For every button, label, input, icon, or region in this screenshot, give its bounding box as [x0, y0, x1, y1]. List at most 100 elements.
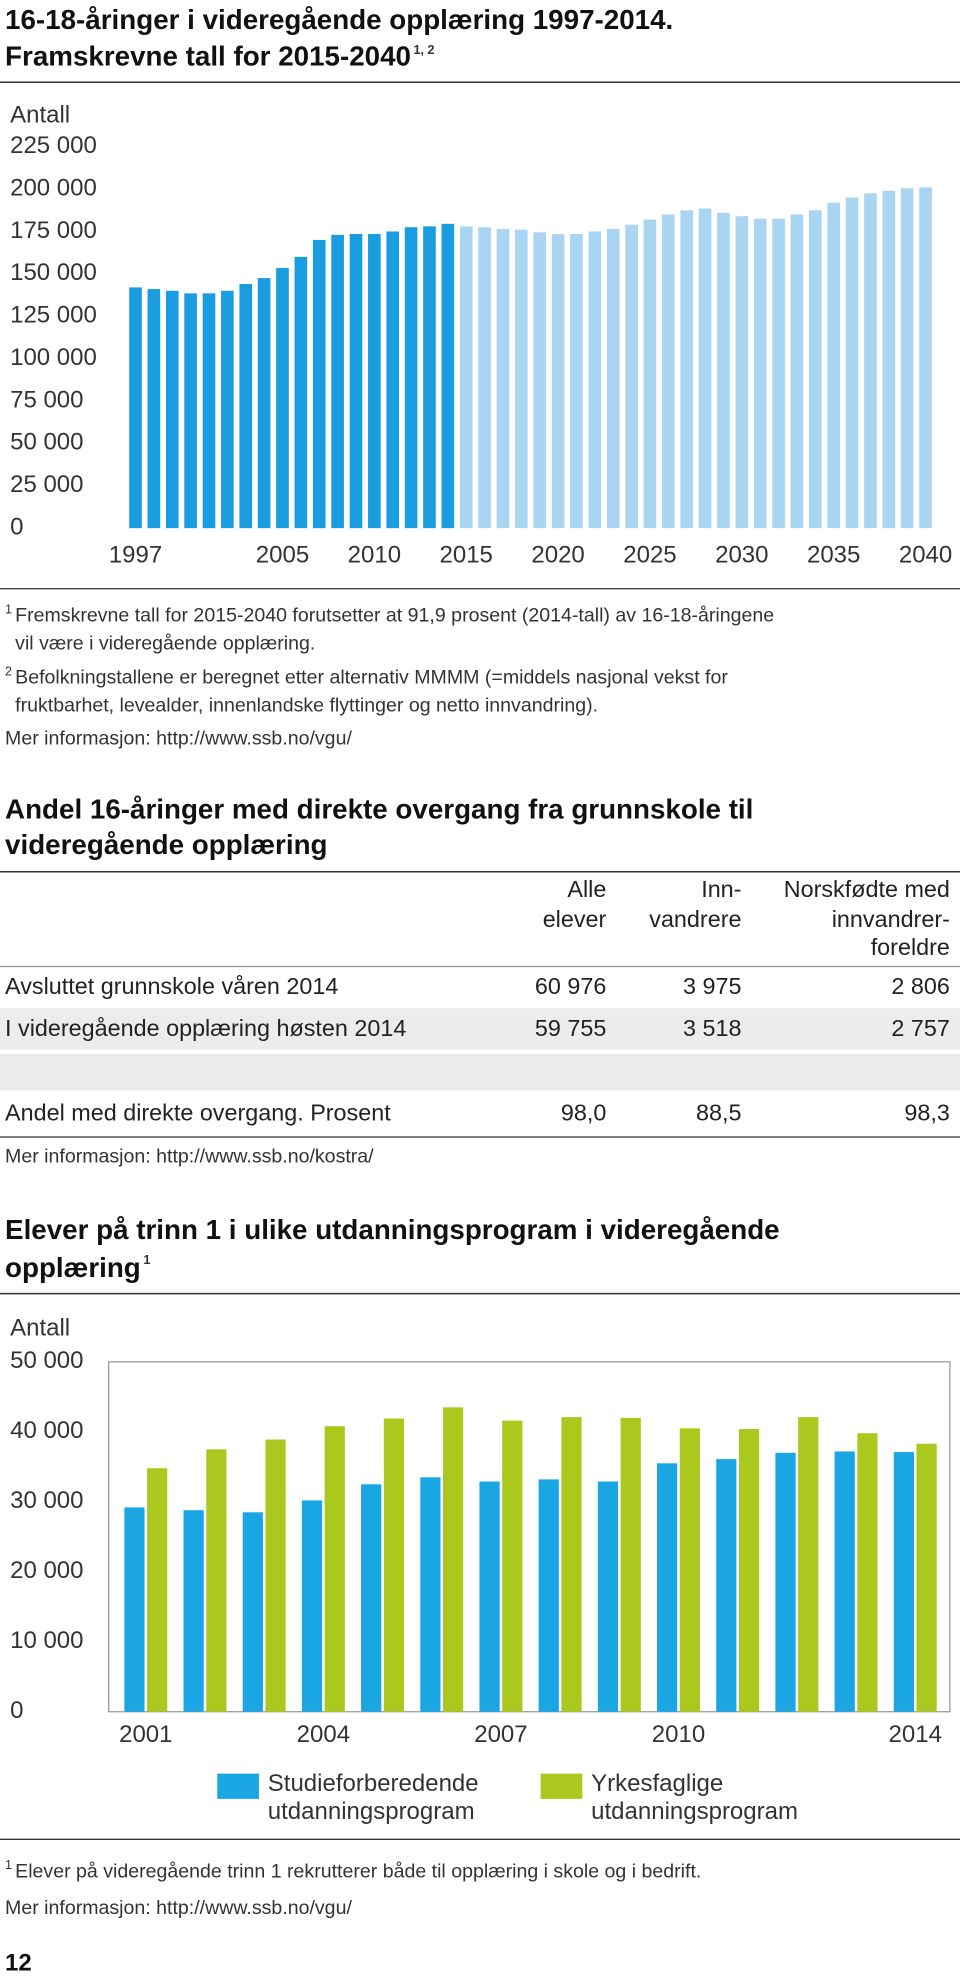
- row-band: [0, 1008, 960, 1050]
- y-tick-label: 75 000: [10, 386, 83, 413]
- chart-title: Elever på trinn 1 i ulike utdanningsprog…: [5, 1214, 780, 1245]
- table-title: Andel 16-åringer med direkte overgang fr…: [5, 793, 753, 824]
- bar: [533, 232, 547, 529]
- footnote: fruktbarhet, levealder, innenlandske fly…: [15, 694, 598, 716]
- y-tick-label: 20 000: [10, 1557, 83, 1584]
- bar: [538, 1479, 559, 1712]
- bar: [717, 212, 730, 529]
- x-tick-label: 2010: [348, 541, 401, 568]
- x-tick-label: 2025: [623, 541, 676, 568]
- footnote-mark: 2: [5, 665, 12, 679]
- y-tick-label: 0: [10, 1697, 23, 1724]
- bar: [716, 1459, 737, 1712]
- bar: [857, 1433, 878, 1712]
- bar: [479, 1481, 500, 1712]
- y-tick-label: 40 000: [10, 1417, 83, 1444]
- x-tick-label: 2015: [440, 541, 493, 568]
- bar: [735, 216, 749, 529]
- bar: [620, 1417, 641, 1712]
- bar: [916, 1443, 937, 1712]
- footnote-ref: 1, 2: [414, 43, 435, 57]
- bar: [570, 233, 583, 529]
- x-tick-label: 2005: [256, 541, 309, 568]
- x-tick-label: 2040: [899, 541, 952, 568]
- y-tick-label: 50 000: [10, 1347, 83, 1374]
- bar: [798, 1417, 819, 1712]
- bar: [625, 224, 638, 529]
- footnote-mark: 1: [5, 603, 12, 617]
- table-cell: 2 757: [891, 1015, 949, 1041]
- x-tick-label: 2004: [297, 1721, 350, 1748]
- bar: [845, 197, 859, 529]
- y-tick-label: 125 000: [10, 302, 97, 329]
- bar: [206, 1449, 227, 1712]
- x-tick-label: 2001: [119, 1721, 172, 1748]
- y-tick-label: 10 000: [10, 1627, 83, 1654]
- column-header: Alle: [567, 876, 606, 902]
- plot-frame: [107, 1361, 951, 1713]
- bar: [515, 229, 528, 529]
- x-tick-label: 2014: [889, 1721, 942, 1748]
- bar: [496, 228, 510, 529]
- y-tick-label: 200 000: [10, 174, 97, 201]
- page-number: 12: [5, 1950, 32, 1977]
- bar: [129, 287, 142, 529]
- bar: [312, 239, 326, 529]
- x-tick-label: 1997: [109, 541, 162, 568]
- bar: [441, 223, 455, 529]
- chart-subtitle: Framskrevne tall for 2015-2040: [5, 41, 411, 72]
- column-header: Norskfødte med: [784, 876, 950, 902]
- x-tick-label: 2020: [531, 541, 584, 568]
- bar: [919, 187, 932, 529]
- bar: [404, 227, 418, 529]
- row-label: Andel med direkte overgang. Prosent: [5, 1099, 391, 1125]
- bar: [662, 214, 675, 529]
- bar: [221, 290, 234, 529]
- x-tick-label: 2035: [807, 541, 860, 568]
- bar: [882, 190, 896, 529]
- bar: [606, 228, 620, 529]
- bar: [657, 1463, 678, 1712]
- y-tick-label: 50 000: [10, 429, 83, 456]
- bar: [349, 233, 363, 529]
- bar: [551, 233, 565, 529]
- bar: [808, 210, 822, 529]
- column-header: elever: [543, 906, 607, 932]
- y-tick-label: 100 000: [10, 344, 97, 371]
- column-header: innvandrer-: [832, 906, 950, 932]
- y-tick-label: 175 000: [10, 217, 97, 244]
- legend-label: Yrkesfaglige utdanningsprogram: [591, 1770, 798, 1825]
- bar: [443, 1407, 464, 1712]
- bar: [242, 1512, 263, 1712]
- bar: [900, 188, 914, 529]
- row-label: I videregående opplæring høsten 2014: [5, 1015, 406, 1041]
- y-axis-label: Antall: [10, 102, 70, 129]
- y-tick-label: 0: [10, 514, 23, 541]
- table-cell: 60 976: [535, 973, 606, 999]
- bar: [324, 1426, 345, 1712]
- legend-label: Studieforberedende utdanningsprogram: [268, 1770, 479, 1825]
- bar: [588, 231, 602, 529]
- bar: [561, 1417, 582, 1712]
- bar: [423, 226, 436, 529]
- y-axis-label: Antall: [10, 1314, 70, 1341]
- bar: [368, 233, 381, 529]
- bar: [361, 1484, 382, 1712]
- x-tick-label: 2007: [474, 1721, 527, 1748]
- bar: [698, 208, 712, 529]
- bar: [124, 1507, 145, 1712]
- y-tick-label: 25 000: [10, 471, 83, 498]
- bar: [265, 1439, 286, 1712]
- bar: [165, 290, 179, 529]
- bar: [276, 267, 289, 529]
- bar: [383, 1418, 405, 1712]
- bar: [775, 1452, 796, 1712]
- table-cell: 98,3: [904, 1099, 949, 1125]
- legend-swatch: [540, 1773, 583, 1799]
- bar: [183, 1510, 204, 1712]
- more-info: Mer informasjon: http://www.ssb.no/vgu/: [5, 727, 352, 749]
- column-header: foreldre: [871, 934, 950, 960]
- table-title: videregående opplæring: [5, 829, 327, 860]
- footnote: Befolkningstallene er beregnet etter alt…: [15, 667, 728, 689]
